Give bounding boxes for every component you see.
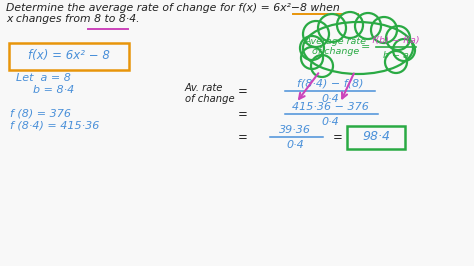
FancyBboxPatch shape — [347, 126, 405, 148]
Text: 0·4: 0·4 — [286, 140, 304, 150]
Text: Determine the average rate of change for f(x) = 6x²−8 when: Determine the average rate of change for… — [6, 3, 340, 13]
Circle shape — [385, 51, 407, 73]
Text: Average rate: Average rate — [305, 36, 367, 45]
Circle shape — [371, 17, 397, 43]
Ellipse shape — [303, 22, 413, 74]
FancyBboxPatch shape — [9, 43, 129, 69]
Circle shape — [355, 13, 381, 39]
Circle shape — [300, 36, 324, 60]
Text: 0·4: 0·4 — [321, 117, 339, 127]
Text: Let  a = 8: Let a = 8 — [16, 73, 71, 83]
Circle shape — [337, 12, 363, 38]
Text: =: = — [238, 109, 248, 122]
Text: 98·4: 98·4 — [362, 131, 390, 143]
Text: =: = — [238, 85, 248, 98]
Text: f(8·4) − f(8): f(8·4) − f(8) — [297, 79, 363, 89]
Text: f(x) = 6x² − 8: f(x) = 6x² − 8 — [28, 49, 110, 63]
Text: Av. rate: Av. rate — [185, 83, 223, 93]
Text: b − a: b − a — [383, 51, 409, 60]
Text: of change: of change — [185, 94, 235, 104]
Circle shape — [386, 26, 410, 50]
Circle shape — [318, 14, 346, 42]
Circle shape — [311, 55, 333, 77]
Text: f (8) = 376: f (8) = 376 — [10, 109, 71, 119]
Circle shape — [393, 39, 415, 61]
Text: x changes from 8 to 8·4.: x changes from 8 to 8·4. — [6, 14, 140, 24]
Text: b = 8·4: b = 8·4 — [33, 85, 74, 95]
Text: f(b) − f(a): f(b) − f(a) — [372, 35, 420, 44]
Text: =: = — [238, 131, 248, 144]
Text: =: = — [361, 42, 371, 52]
Circle shape — [303, 21, 329, 47]
Text: 39·36: 39·36 — [279, 125, 311, 135]
Circle shape — [301, 47, 323, 69]
Text: of change: of change — [312, 48, 360, 56]
Text: 415·36 − 376: 415·36 − 376 — [292, 102, 368, 112]
Text: f (8·4) = 415·36: f (8·4) = 415·36 — [10, 121, 100, 131]
Text: =: = — [333, 131, 343, 144]
Text: 0·4: 0·4 — [321, 94, 339, 104]
